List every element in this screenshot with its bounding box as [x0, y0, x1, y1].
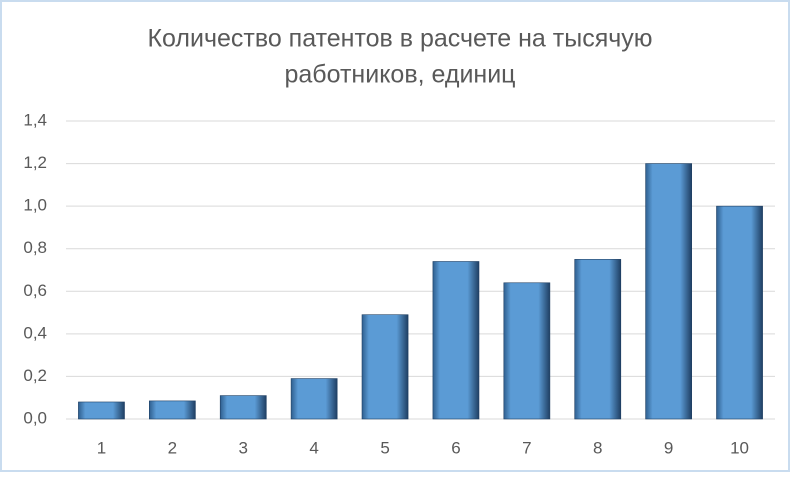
- bar: [432, 261, 480, 420]
- y-tick-label: 1,0: [23, 196, 47, 215]
- bar: [645, 163, 692, 420]
- x-tick-label: 6: [451, 438, 460, 457]
- y-tick-label: 1,4: [23, 110, 47, 129]
- x-tick-label: 8: [593, 438, 602, 457]
- x-tick-label: 4: [309, 438, 318, 457]
- bar: [503, 282, 551, 420]
- chart-title: работников, единиц: [285, 61, 516, 89]
- x-tick-label: 7: [522, 438, 531, 457]
- x-tick-label: 10: [730, 438, 749, 457]
- y-tick-label: 0,8: [23, 238, 47, 257]
- y-tick-label: 0,6: [23, 281, 47, 300]
- x-tick-label: 5: [380, 438, 389, 457]
- bar: [361, 314, 409, 420]
- bar: [149, 400, 196, 420]
- x-tick-label: 2: [168, 438, 177, 457]
- x-tick-label: 3: [239, 438, 248, 457]
- bar: [574, 259, 622, 420]
- bar: [78, 401, 125, 420]
- chart-title: Количество патентов в расчете на тысячую: [147, 25, 652, 53]
- bar: [290, 378, 338, 420]
- bar: [716, 205, 763, 420]
- y-tick-label: 0,2: [23, 366, 47, 385]
- bar: [219, 395, 267, 420]
- y-tick-label: 1,2: [23, 153, 47, 172]
- y-tick-label: 0,0: [23, 408, 47, 427]
- x-tick-label: 1: [97, 438, 106, 457]
- x-tick-label: 9: [664, 438, 673, 457]
- y-tick-label: 0,4: [23, 323, 47, 342]
